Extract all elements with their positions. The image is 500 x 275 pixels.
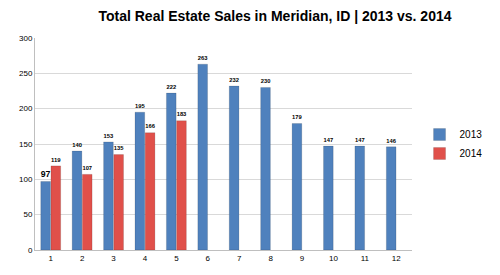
svg-text:300: 300 (19, 34, 33, 43)
svg-text:230: 230 (261, 78, 271, 84)
svg-text:6: 6 (206, 254, 211, 263)
svg-text:166: 166 (145, 123, 155, 129)
svg-text:135: 135 (114, 145, 124, 151)
svg-text:179: 179 (292, 114, 302, 120)
svg-text:2: 2 (80, 254, 85, 263)
svg-text:147: 147 (324, 137, 334, 143)
svg-text:147: 147 (355, 137, 365, 143)
svg-text:7: 7 (237, 254, 242, 263)
svg-text:Total Real Estate Sales in Mer: Total Real Estate Sales in Meridian, ID … (98, 8, 451, 24)
svg-text:1: 1 (48, 254, 53, 263)
svg-text:263: 263 (198, 55, 208, 61)
svg-text:150: 150 (19, 140, 33, 149)
svg-text:195: 195 (135, 103, 145, 109)
svg-text:11: 11 (361, 254, 370, 263)
svg-text:12: 12 (392, 254, 401, 263)
svg-text:183: 183 (177, 111, 187, 117)
svg-text:9: 9 (300, 254, 305, 263)
svg-text:97: 97 (41, 169, 51, 179)
svg-text:232: 232 (229, 77, 239, 83)
svg-text:50: 50 (23, 210, 32, 219)
svg-text:10: 10 (329, 254, 338, 263)
svg-text:2013: 2013 (460, 129, 483, 140)
svg-text:250: 250 (19, 69, 33, 78)
svg-text:107: 107 (82, 165, 92, 171)
svg-text:100: 100 (19, 175, 33, 184)
svg-text:200: 200 (19, 104, 33, 113)
svg-text:140: 140 (72, 142, 82, 148)
svg-text:8: 8 (268, 254, 273, 263)
svg-text:4: 4 (143, 254, 148, 263)
svg-text:5: 5 (174, 254, 179, 263)
svg-text:119: 119 (51, 157, 61, 163)
svg-text:3: 3 (111, 254, 116, 263)
svg-text:222: 222 (166, 84, 176, 90)
svg-text:0: 0 (28, 246, 33, 255)
svg-text:153: 153 (104, 133, 114, 139)
svg-text:146: 146 (386, 138, 396, 144)
svg-text:2014: 2014 (460, 148, 483, 159)
